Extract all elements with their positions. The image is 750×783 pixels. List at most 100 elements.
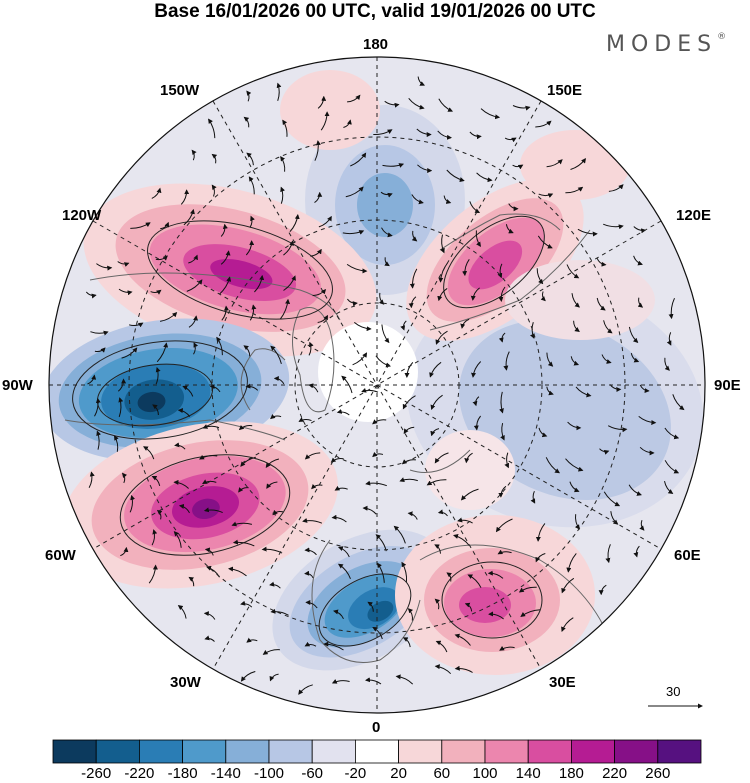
colorbar-swatch <box>441 739 486 764</box>
wind-vector-arrow <box>245 240 255 256</box>
wind-vector-arrow <box>318 215 332 228</box>
wind-vector-arrow <box>520 609 541 617</box>
wind-vector-arrow <box>211 184 217 197</box>
wind-vector-arrow <box>221 305 229 321</box>
wind-vector-arrow <box>240 600 253 608</box>
wind-vector-arrow <box>323 641 344 651</box>
wind-vector-arrow <box>183 208 195 226</box>
wind-vector-arrow <box>246 90 252 102</box>
wind-vector-arrow <box>400 320 407 331</box>
wind-vector-arrow <box>639 520 645 531</box>
wind-vector-arrow <box>270 345 282 365</box>
wind-vector-arrow <box>672 394 685 411</box>
wind-vector-arrow <box>535 553 546 563</box>
wind-vector-arrow <box>311 483 323 490</box>
wind-vector-arrow <box>429 361 442 378</box>
wind-vector-arrow <box>434 544 441 554</box>
wind-vector-arrow <box>537 235 553 249</box>
wind-vector-arrow <box>343 119 352 128</box>
wind-vector-arrow <box>117 378 127 392</box>
wind-vector-arrow <box>298 684 313 695</box>
wind-vector-arrow <box>508 203 519 212</box>
wind-vector-arrow <box>178 503 190 514</box>
wind-vector-arrow <box>118 397 124 418</box>
polar-neutral-area <box>318 322 418 422</box>
wind-vector-arrow <box>407 608 414 621</box>
wind-vector-arrow <box>546 386 554 396</box>
wind-vector-arrow <box>545 457 561 474</box>
wind-vector-arrow <box>228 566 247 577</box>
wind-vector-arrow <box>182 385 194 397</box>
wind-vector-arrow <box>155 366 161 385</box>
wind-vector-arrow <box>331 679 350 684</box>
wind-vector-arrow <box>596 297 606 311</box>
wind-vector-arrow <box>333 609 344 620</box>
wind-vector-arrow <box>530 322 535 339</box>
wind-vector-arrow <box>664 480 674 494</box>
wind-vector-arrow <box>208 118 216 139</box>
wind-vector-arrow <box>96 263 113 271</box>
wind-vector-arrow <box>633 255 643 266</box>
wind-vector-arrow <box>346 263 368 274</box>
wind-vector-arrow <box>243 116 250 128</box>
colorbar-tick-label: 60 <box>433 765 451 782</box>
wind-vector-arrow <box>90 330 109 336</box>
wind-vector-arrow <box>199 454 218 460</box>
wind-vector-arrow <box>283 240 295 256</box>
wind-vector-arrow <box>416 128 432 138</box>
wind-vector-arrow <box>530 490 536 504</box>
colorbar-swatch <box>138 739 183 764</box>
wind-vector-arrow <box>117 261 130 267</box>
wind-vector-arrow <box>500 422 505 441</box>
wind-vector-arrow <box>347 94 361 103</box>
wind-vector-arrow <box>269 581 281 589</box>
wind-vector-arrow <box>151 187 162 199</box>
wind-vector-arrow <box>305 599 318 609</box>
wind-vector-arrow <box>628 484 642 496</box>
colorbar-tick-label: -100 <box>253 765 285 782</box>
wind-vector-arrow <box>546 159 563 168</box>
wind-vector-arrow <box>173 531 182 548</box>
wind-vector-arrow <box>160 221 170 230</box>
wind-vector-arrow <box>498 286 506 302</box>
wind-vector-arrow <box>312 288 327 297</box>
wind-vector-arrow <box>121 472 128 484</box>
wind-vector-arrow <box>317 314 328 323</box>
wind-vector-arrow <box>603 491 621 507</box>
wind-vector-arrow <box>399 477 418 482</box>
wind-vector-arrow <box>219 276 232 295</box>
wind-vector-arrow <box>469 201 481 213</box>
colorbar-swatch <box>52 739 97 764</box>
wind-vector-arrow <box>191 149 197 161</box>
label-180: 180 <box>363 36 389 53</box>
wind-vector-arrow <box>605 544 611 564</box>
wind-vector-arrow <box>298 417 312 422</box>
wind-vector-arrow <box>454 665 473 673</box>
label-90e: 90E <box>714 377 741 394</box>
map-title: Base 16/01/2026 00 UTC, valid 19/01/2026… <box>154 1 596 22</box>
anomaly-kamchatka-positive <box>406 179 584 341</box>
wind-vector-arrow <box>446 169 465 182</box>
wind-vector-arrow <box>367 601 374 612</box>
wind-vector-arrow <box>417 76 426 86</box>
wind-vector-arrow <box>203 611 216 620</box>
wind-vector-arrow <box>302 518 323 524</box>
wind-vector-arrow <box>565 186 584 194</box>
anomaly-easteurope-positive <box>395 515 595 675</box>
wind-vector-arrow <box>378 292 385 305</box>
wind-vector-arrow <box>577 228 598 237</box>
wind-vector-arrow <box>561 577 575 594</box>
wind-vector-arrow <box>350 152 367 167</box>
colorbar-tick-label: 20 <box>390 765 407 782</box>
wind-vector-arrow <box>637 297 644 308</box>
wind-vector-arrow <box>535 120 552 128</box>
wind-vector-arrow <box>457 517 473 524</box>
label-90w: 90W <box>2 377 33 394</box>
wind-vector-arrow <box>204 547 214 556</box>
wind-vector-arrow <box>246 152 254 166</box>
wind-vector-arrow <box>569 481 580 493</box>
wind-vector-arrow <box>497 263 503 279</box>
wind-vector-arrow <box>380 191 393 198</box>
wind-vector-arrow <box>188 576 195 587</box>
wind-vector-arrow <box>150 289 162 295</box>
